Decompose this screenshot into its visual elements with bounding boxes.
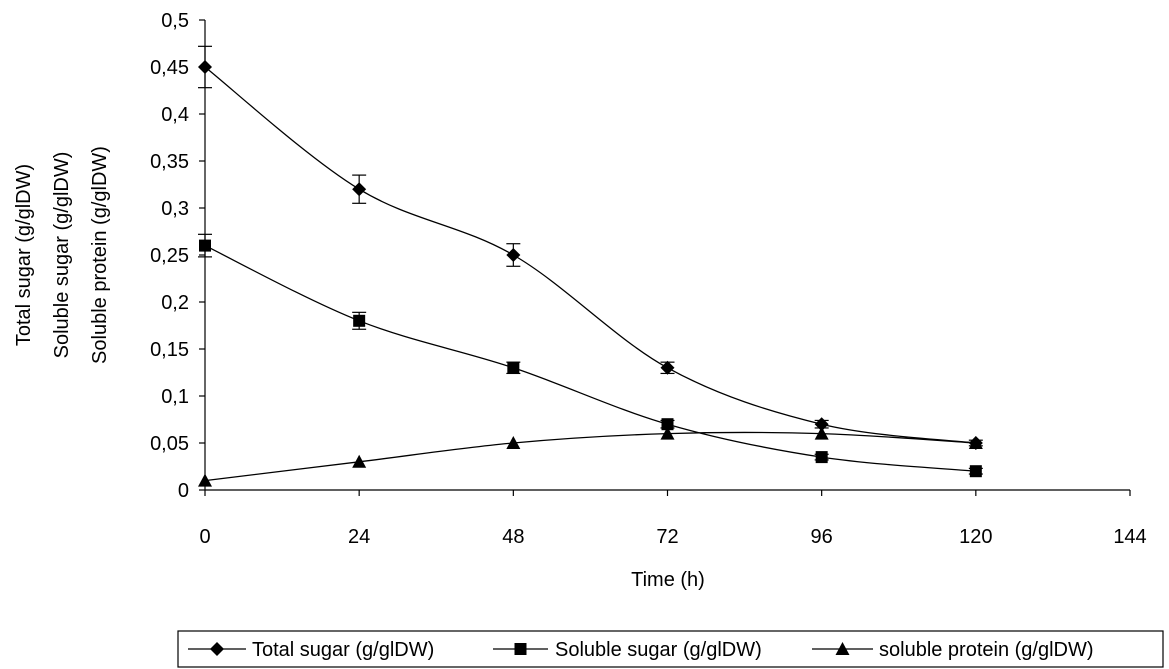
data-point <box>815 451 828 464</box>
y-axis-title: Soluble protein (g/glDW) <box>89 146 111 364</box>
y-tick-label: 0,35 <box>150 151 189 173</box>
data-point <box>352 454 367 468</box>
y-axis-title: Soluble sugar (g/glDW) <box>51 152 73 359</box>
plot-area <box>198 45 983 487</box>
data-point <box>507 361 520 374</box>
x-axis-title: Time (h) <box>631 569 705 591</box>
legend-entry: Total sugar (g/glDW) <box>188 639 434 661</box>
data-point <box>506 436 521 449</box>
data-point <box>352 182 367 197</box>
series-line <box>204 66 976 444</box>
x-tick-label: 96 <box>811 526 833 548</box>
data-point <box>353 314 366 327</box>
data-point <box>660 360 675 375</box>
x-tick-label: 120 <box>959 526 992 548</box>
data-point <box>198 473 212 487</box>
series-line <box>204 431 976 482</box>
axes: Time (h) <box>204 20 1130 591</box>
y-tick-label: 0,45 <box>150 57 189 79</box>
y-tick-label: 0,4 <box>161 104 189 126</box>
data-point <box>506 248 521 262</box>
y-tick-label: 0,3 <box>161 198 189 220</box>
y-tick-label: 0,15 <box>150 339 189 361</box>
data-point <box>814 426 829 440</box>
legend-entry: soluble protein (g/glDW) <box>812 639 1094 661</box>
series-line <box>204 245 976 472</box>
legend-box <box>177 630 1164 668</box>
legend-label: soluble protein (g/glDW) <box>879 639 1094 661</box>
series-soluble-sugar <box>198 233 983 478</box>
data-point <box>968 436 983 449</box>
legend-entry: Soluble sugar (g/glDW) <box>493 639 762 661</box>
legend-marker <box>210 642 224 656</box>
data-point <box>661 418 674 431</box>
y-tick-label: 0,25 <box>150 245 189 267</box>
x-tick-label: 0 <box>199 526 210 548</box>
series-soluble-protein <box>198 426 983 487</box>
y-tick-label: 0,05 <box>150 433 189 455</box>
y-tick-label: 0,2 <box>161 292 189 314</box>
y-tick-label: 0,1 <box>161 386 189 408</box>
data-point <box>199 239 211 252</box>
x-tick-label: 24 <box>348 526 370 548</box>
y-tick-label: 0 <box>178 480 189 502</box>
y-tick-label: 0,5 <box>161 10 189 32</box>
legend-label: Soluble sugar (g/glDW) <box>555 639 762 661</box>
x-tick-label: 72 <box>656 526 678 548</box>
x-tick-label: 48 <box>502 526 524 548</box>
legend-marker <box>514 643 527 655</box>
legend-label: Total sugar (g/glDW) <box>252 639 434 661</box>
legend-marker <box>835 642 850 655</box>
data-point <box>969 465 982 478</box>
x-tick-label: 144 <box>1113 526 1146 548</box>
data-point <box>814 417 829 432</box>
y-axis-titles: Total sugar (g/glDW) Soluble sugar (g/glD… <box>13 146 111 364</box>
legend: Total sugar (g/glDW) Soluble sugar (g/glD… <box>177 630 1164 668</box>
y-axis-title: Total sugar (g/glDW) <box>13 164 35 346</box>
ticks: 0 0,05 0,1 0,15 0,2 0,25 0,3 0,35 0,4 0,45 0,5 0 24 4… <box>150 10 1147 548</box>
series-total-sugar <box>198 45 983 450</box>
data-point <box>198 60 212 74</box>
data-point <box>660 426 675 440</box>
